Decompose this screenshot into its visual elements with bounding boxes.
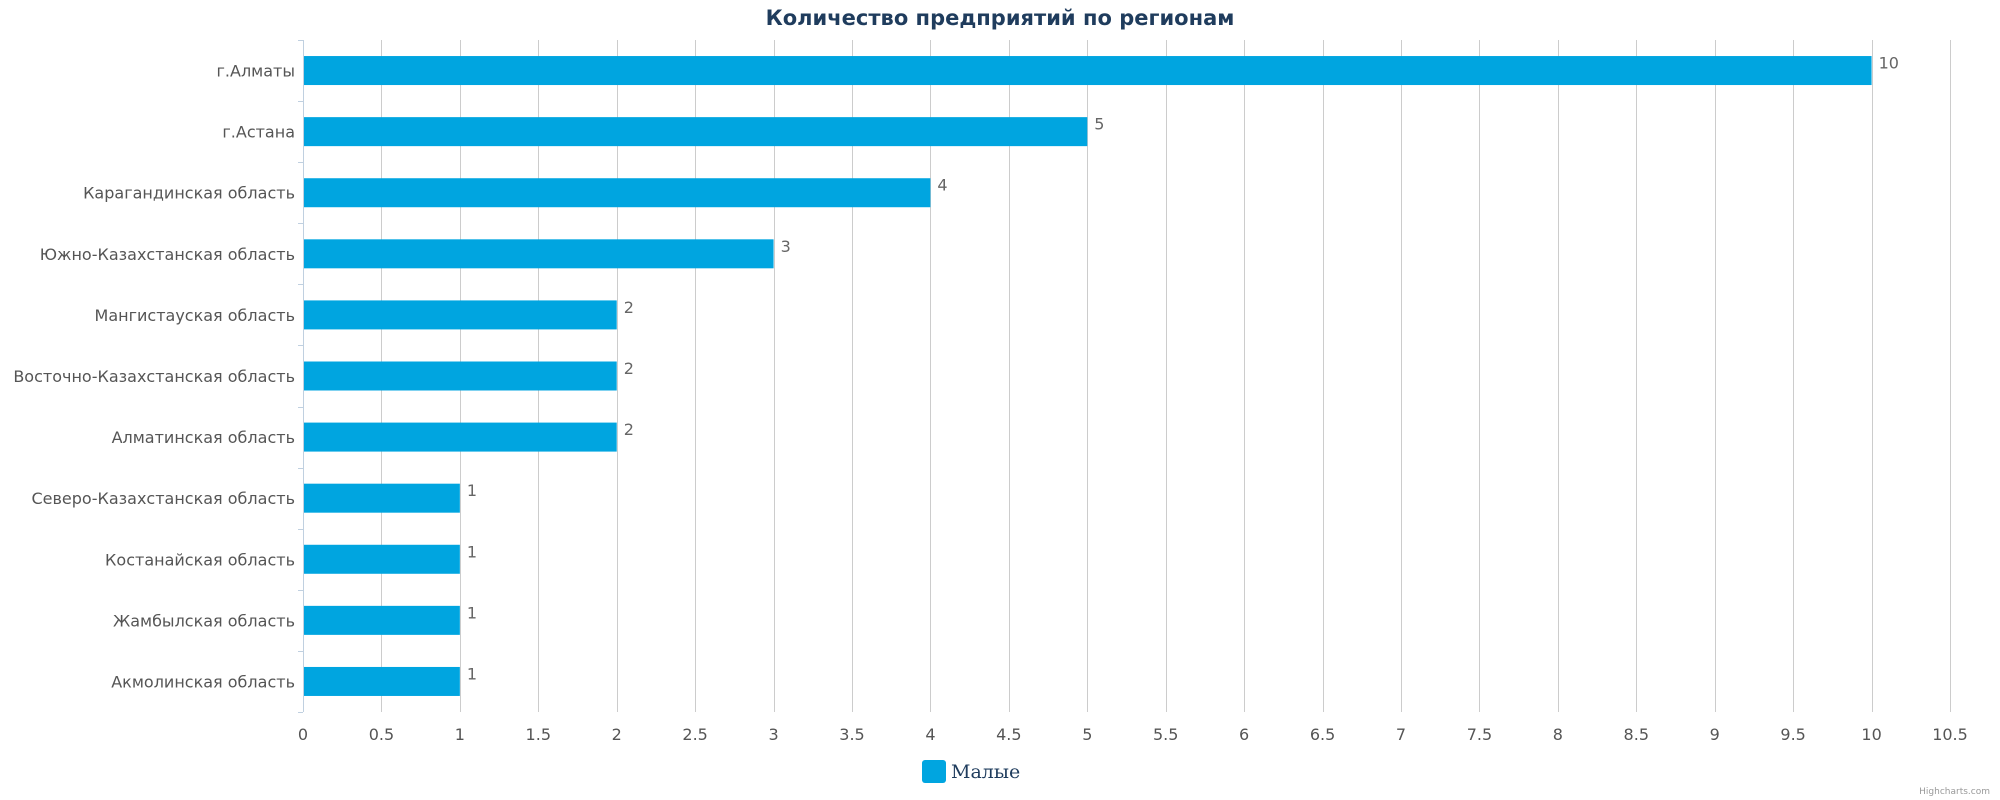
bar[interactable] [304, 56, 1872, 86]
category-label: Мангистауская область [95, 306, 295, 325]
legend[interactable]: Малые [922, 760, 1020, 783]
category-label: Алматинская область [112, 428, 295, 447]
data-label: 3 [781, 237, 791, 256]
bars [304, 56, 1872, 696]
legend-label-small[interactable]: Малые [951, 761, 1020, 783]
labels: 0 0.5 1 1.5 2 2.5 3 3.5 4 4.5 5 5.5 6 6.5 7 7.5 8 8.5 9 9.5… [13, 54, 1968, 744]
credits-label[interactable]: Highcharts.com [1919, 787, 1990, 797]
legend-swatch[interactable] [922, 760, 946, 783]
category-label: Карагандинская область [83, 184, 295, 203]
data-label: 2 [624, 359, 634, 378]
category-label: Северо-Казахстанская область [31, 489, 295, 508]
category-label: г.Астана [222, 123, 295, 142]
x-tick-label: 2.5 [682, 725, 707, 744]
grid-lines [381, 40, 1951, 712]
axes [298, 40, 304, 713]
data-label: 2 [624, 420, 634, 439]
category-label: г.Алматы [217, 62, 296, 81]
bar[interactable] [304, 605, 460, 635]
data-label: 4 [937, 176, 947, 195]
x-tick-label: 3 [768, 725, 778, 744]
x-tick-label: 7.5 [1467, 725, 1492, 744]
x-tick-label: 5 [1082, 725, 1092, 744]
data-label: 1 [467, 664, 477, 683]
x-tick-label: 1.5 [526, 725, 551, 744]
x-tick-label: 10.5 [1932, 725, 1968, 744]
x-tick-label: 1 [455, 725, 465, 744]
bar[interactable] [304, 666, 460, 696]
data-label: 10 [1879, 54, 1899, 73]
x-tick-label: 4.5 [996, 725, 1021, 744]
x-tick-label: 9 [1710, 725, 1720, 744]
x-tick-label: 0.5 [369, 725, 394, 744]
x-tick-label: 10 [1861, 725, 1881, 744]
category-label: Жамбылская область [113, 611, 295, 630]
bar[interactable] [304, 239, 774, 269]
x-tick-label: 2 [612, 725, 622, 744]
bar[interactable] [304, 300, 617, 330]
x-tick-label: 9.5 [1780, 725, 1805, 744]
x-tick-label: 0 [298, 725, 308, 744]
x-tick-label: 6.5 [1310, 725, 1335, 744]
bar[interactable] [304, 483, 460, 513]
x-tick-label: 6 [1239, 725, 1249, 744]
x-tick-label: 8 [1553, 725, 1563, 744]
chart-title: Количество предприятий по регионам [766, 6, 1235, 30]
bar[interactable] [304, 178, 931, 208]
x-tick-label: 8.5 [1624, 725, 1649, 744]
category-label: Костанайская область [105, 550, 295, 569]
category-label: Акмолинская область [111, 672, 295, 691]
bar[interactable] [304, 422, 617, 452]
x-tick-label: 7 [1396, 725, 1406, 744]
x-tick-label: 5.5 [1153, 725, 1178, 744]
data-label: 1 [467, 481, 477, 500]
bar[interactable] [304, 544, 460, 574]
x-tick-label: 3.5 [839, 725, 864, 744]
data-label: 1 [467, 542, 477, 561]
bar[interactable] [304, 361, 617, 391]
x-tick-label: 4 [925, 725, 935, 744]
data-label: 5 [1094, 115, 1104, 134]
data-label: 1 [467, 603, 477, 622]
category-label: Южно-Казахстанская область [40, 245, 295, 264]
data-label: 2 [624, 298, 634, 317]
bar[interactable] [304, 117, 1088, 147]
category-label: Восточно-Казахстанская область [13, 367, 295, 386]
